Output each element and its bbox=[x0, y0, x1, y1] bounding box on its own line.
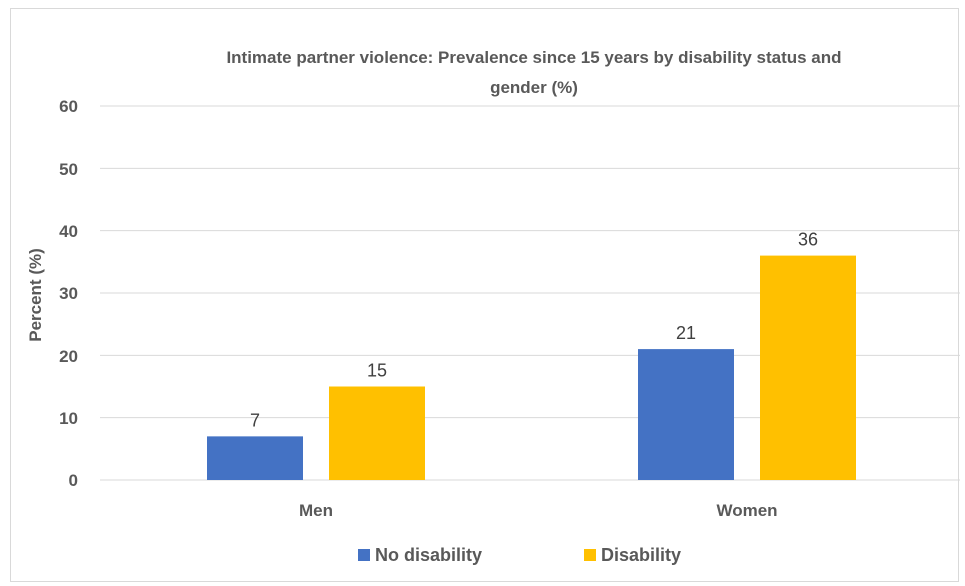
bar-women-no-disability bbox=[638, 349, 734, 480]
data-label-men-no-disability: 7 bbox=[250, 410, 260, 430]
y-axis-label: Percent (%) bbox=[26, 248, 45, 342]
bar-men-no-disability bbox=[207, 436, 303, 480]
y-tick-label-0: 0 bbox=[69, 471, 78, 490]
bar-men-disability bbox=[329, 386, 425, 480]
chart-title-line-2: gender (%) bbox=[490, 78, 578, 97]
y-tick-label-20: 20 bbox=[59, 347, 78, 366]
chart-title-line-1: Intimate partner violence: Prevalence si… bbox=[226, 48, 841, 67]
y-tick-label-30: 30 bbox=[59, 284, 78, 303]
data-label-men-disability: 15 bbox=[367, 361, 387, 381]
data-labels: 7 15 21 36 bbox=[250, 230, 818, 431]
y-tick-label-50: 50 bbox=[59, 160, 78, 179]
bar-women-disability bbox=[760, 255, 856, 480]
category-label-women: Women bbox=[716, 501, 777, 520]
y-tick-label-60: 60 bbox=[59, 97, 78, 116]
data-label-women-disability: 36 bbox=[798, 230, 818, 250]
data-label-women-no-disability: 21 bbox=[676, 323, 696, 343]
legend-swatch-disability bbox=[584, 549, 596, 561]
y-tick-label-40: 40 bbox=[59, 222, 78, 241]
bars bbox=[207, 255, 856, 480]
y-tick-label-10: 10 bbox=[59, 409, 78, 428]
legend-label-no-disability: No disability bbox=[375, 545, 482, 565]
legend-swatch-no-disability bbox=[358, 549, 370, 561]
category-label-men: Men bbox=[299, 501, 333, 520]
legend-label-disability: Disability bbox=[601, 545, 681, 565]
